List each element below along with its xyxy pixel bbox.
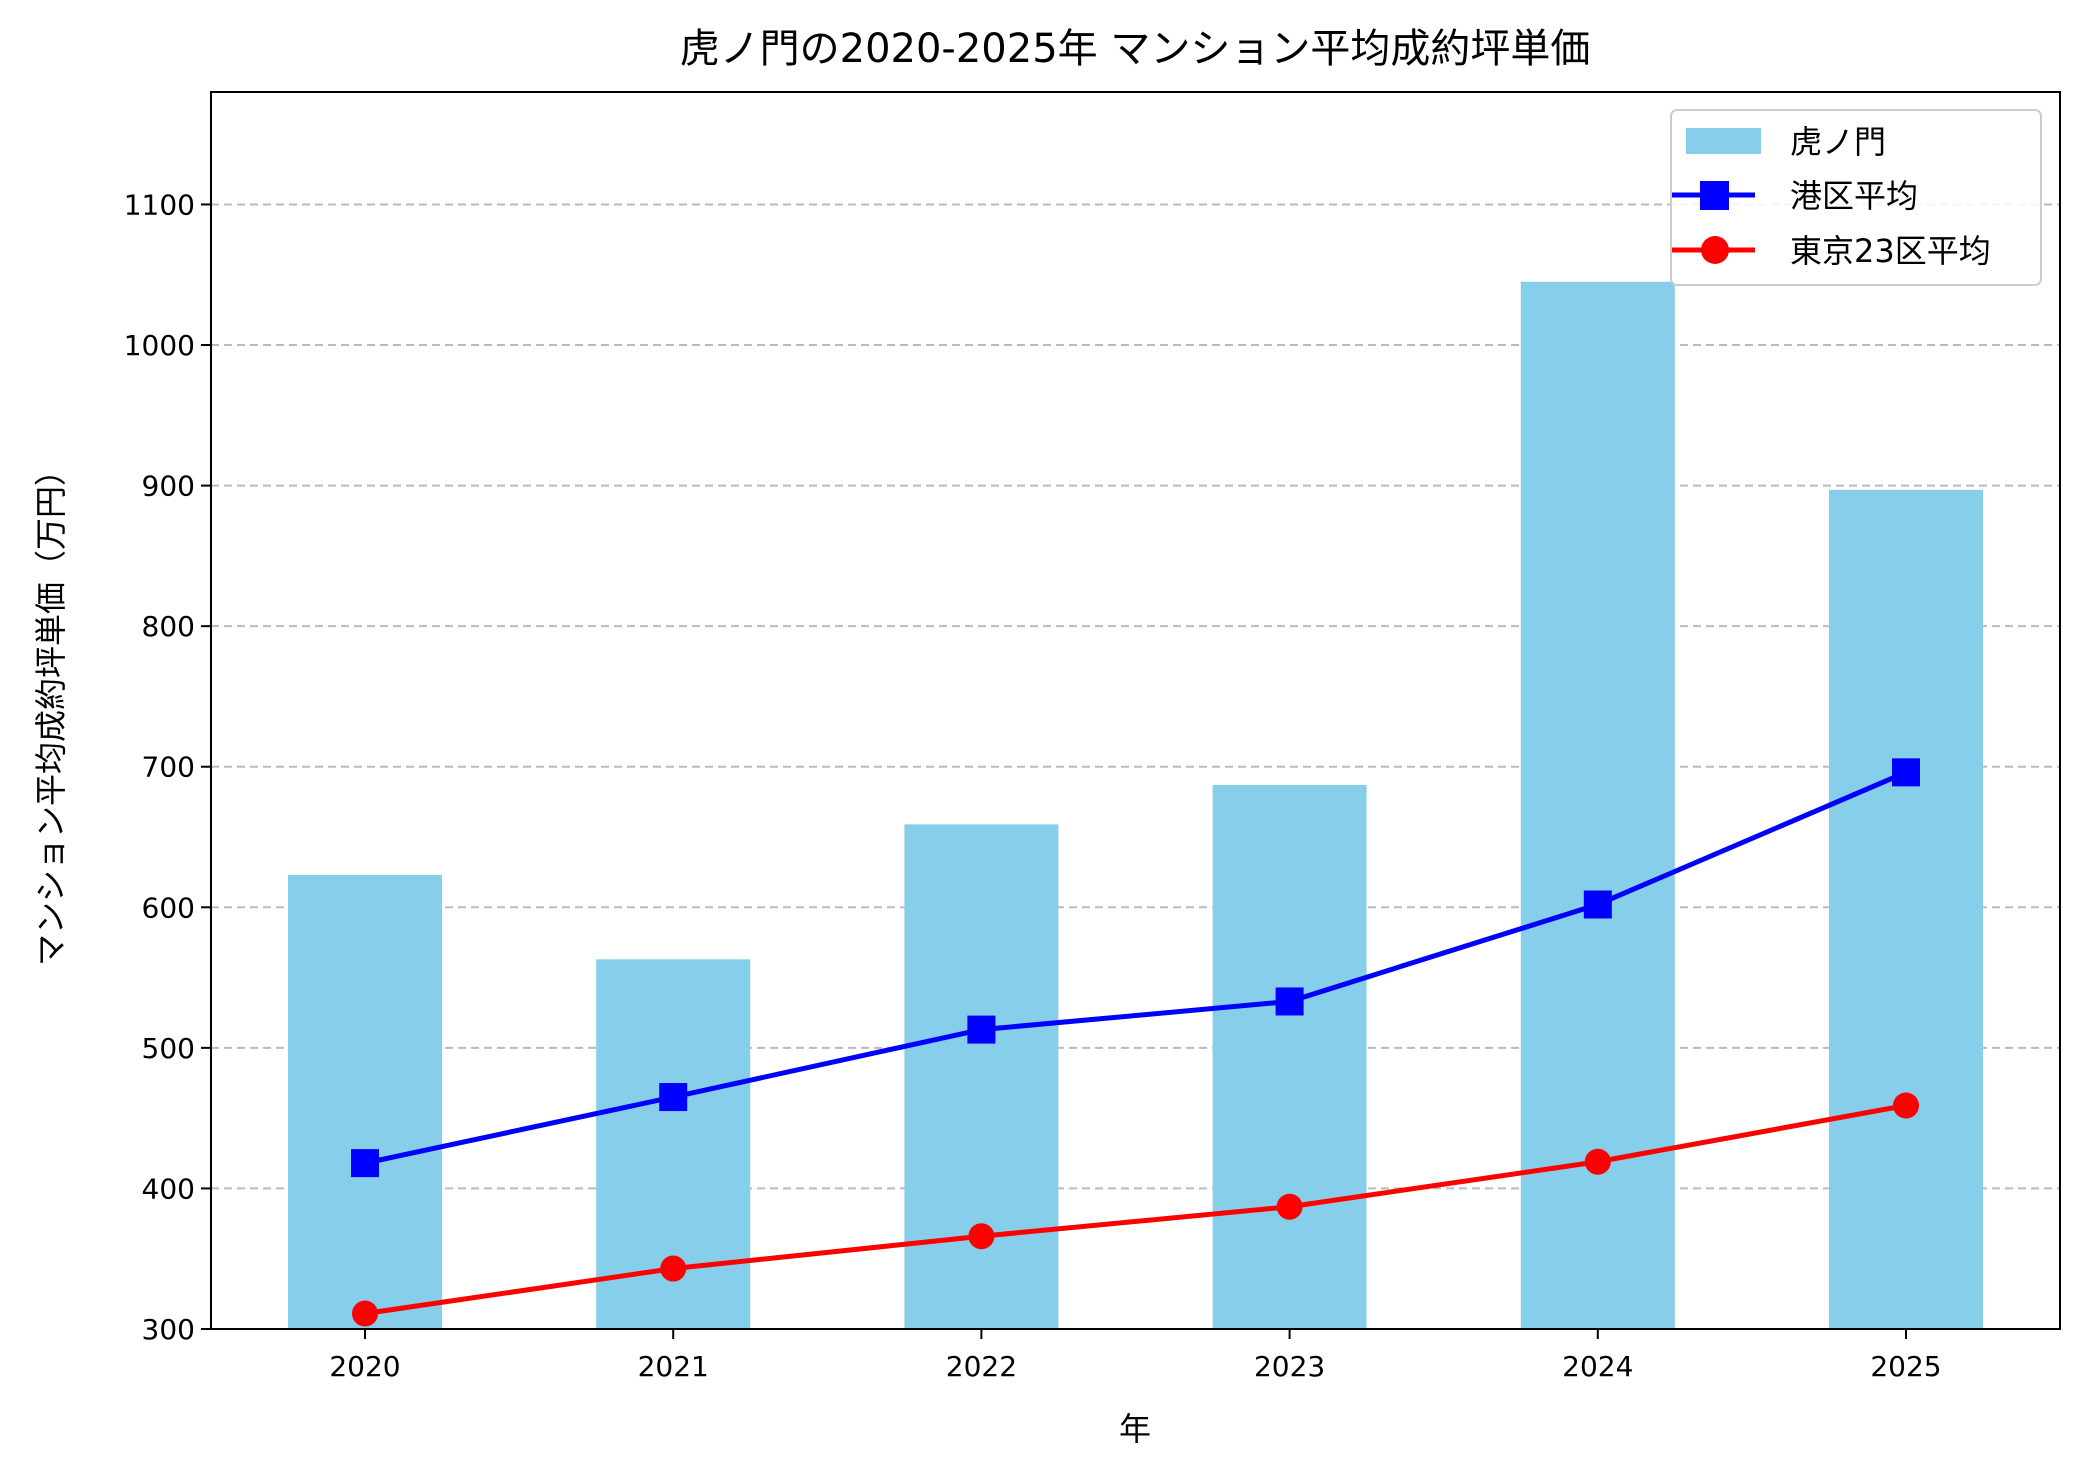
legend-marker-circle — [1701, 236, 1729, 264]
bar — [904, 824, 1059, 1329]
y-tick-label: 500 — [142, 1032, 195, 1065]
data-point — [1583, 890, 1612, 919]
bar — [288, 874, 442, 1329]
plot-frame — [210, 91, 2061, 1330]
data-point — [1275, 987, 1304, 1016]
legend-label-toranomon: 虎ノ門 — [1790, 123, 1886, 161]
legend-swatch-bar — [1686, 128, 1761, 154]
data-point — [1584, 1148, 1611, 1175]
x-tick-label: 2022 — [946, 1350, 1017, 1383]
x-tick-label: 2024 — [1562, 1350, 1633, 1383]
x-tick-label: 2023 — [1254, 1350, 1325, 1383]
bar — [1212, 785, 1367, 1329]
y-tick-label: 400 — [142, 1172, 195, 1205]
legend-marker-square — [1700, 181, 1729, 210]
y-axis-label: マンション平均成約坪単価（万円） — [32, 454, 70, 966]
x-ticks: 2020 2021 2022 2023 2024 2025 — [329, 1329, 1942, 1383]
lines — [351, 758, 1920, 1327]
legend-label-tokyo23: 東京23区平均 — [1790, 232, 1991, 270]
y-tick-label: 1000 — [124, 329, 195, 362]
data-point — [968, 1223, 995, 1250]
y-tick-label: 1100 — [124, 188, 195, 221]
data-point — [967, 1015, 996, 1044]
chart-title: 虎ノ門の2020-2025年 マンション平均成約坪単価 — [680, 26, 1591, 72]
series-line — [364, 770, 1907, 1166]
legend: 虎ノ門 港区平均 東京23区平均 — [1670, 109, 2042, 286]
x-tick-label: 2021 — [638, 1350, 709, 1383]
data-point — [1893, 1092, 1919, 1119]
data-point — [659, 1083, 688, 1112]
data-point — [1276, 1193, 1303, 1220]
y-tick-label: 300 — [142, 1313, 195, 1346]
y-ticks: 300 400 500 600 700 800 900 1000 1100 — [124, 188, 211, 1346]
data-point — [352, 1300, 378, 1327]
x-axis-label: 年 — [1119, 1410, 1151, 1448]
legend-label-minato: 港区平均 — [1790, 177, 1918, 215]
y-tick-label: 800 — [142, 610, 195, 643]
series-line — [364, 1103, 1907, 1317]
y-tick-label: 900 — [142, 470, 195, 503]
legend-box — [1670, 109, 2042, 286]
bars — [288, 281, 1983, 1329]
data-point — [660, 1255, 687, 1282]
y-tick-label: 700 — [142, 751, 195, 784]
x-tick-label: 2025 — [1870, 1350, 1941, 1383]
bar — [1829, 489, 1983, 1329]
x-tick-label: 2020 — [329, 1350, 400, 1383]
data-point — [1892, 758, 1920, 787]
data-point — [351, 1149, 379, 1178]
y-tick-label: 600 — [142, 891, 195, 924]
grid — [211, 203, 2060, 1190]
